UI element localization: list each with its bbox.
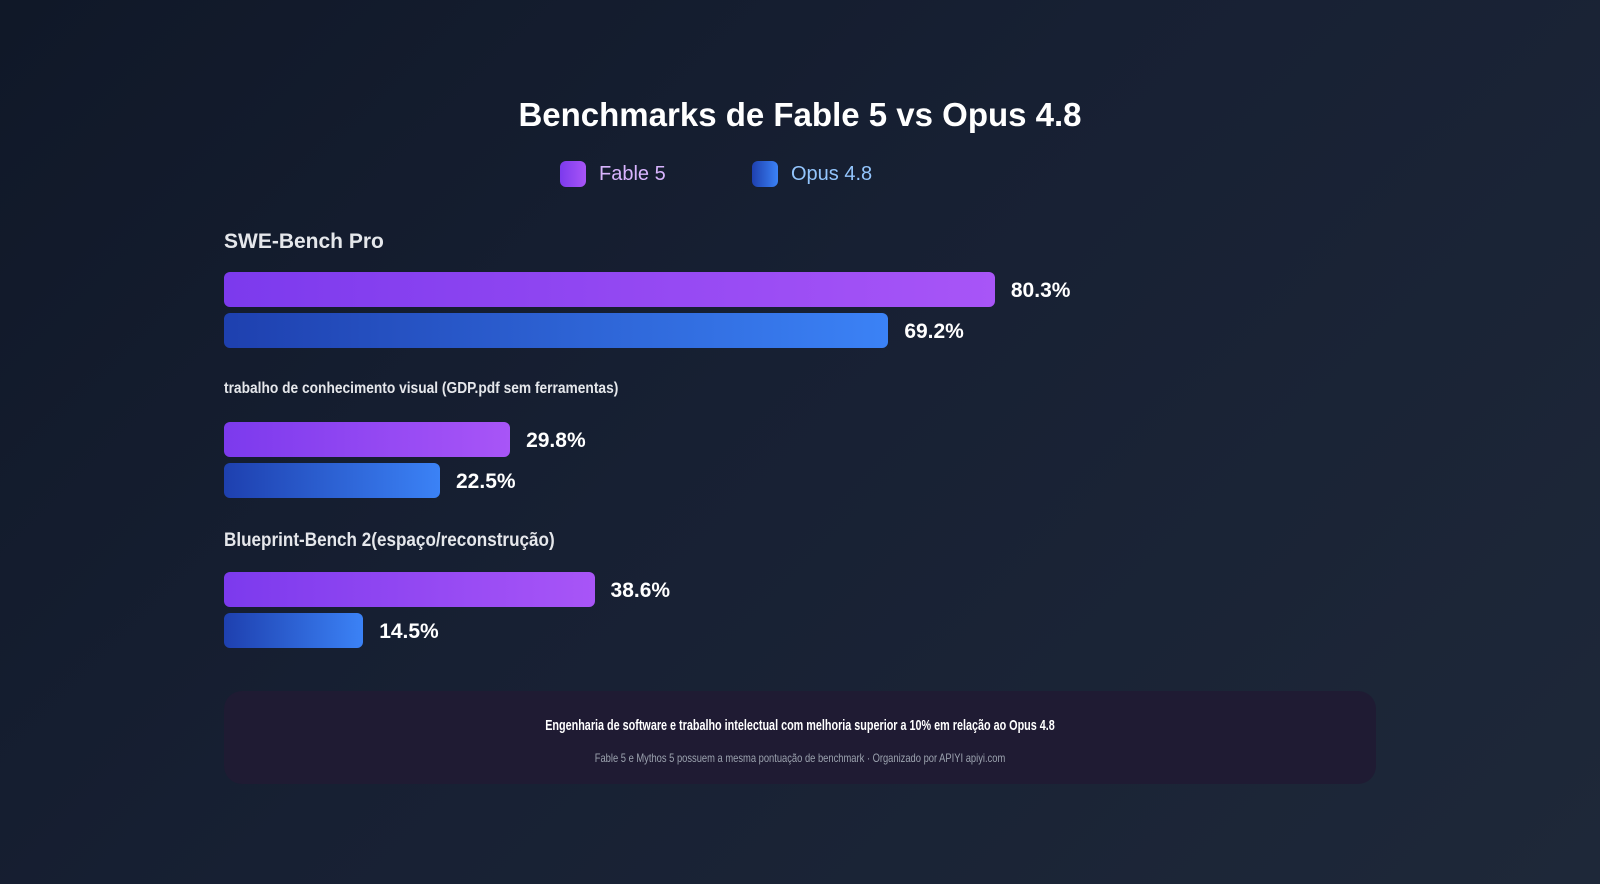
bar-fable-1 xyxy=(224,422,511,457)
bar-fable-2 xyxy=(224,572,595,607)
value-label-opus-1: 22.5% xyxy=(456,470,516,493)
category-label-0: SWE-Bench Pro xyxy=(224,230,384,253)
value-label-opus-2: 14.5% xyxy=(379,620,439,643)
category-label-2: Blueprint-Bench 2(espaço/reconstrução) xyxy=(224,530,555,551)
value-label-fable-2: 38.6% xyxy=(610,579,671,602)
value-label-fable-1: 29.8% xyxy=(526,429,586,452)
legend-item-opus: Opus 4.8 xyxy=(752,160,872,188)
footnote-main: Engenharia de software e trabalho intele… xyxy=(545,717,1055,734)
chart-title: Benchmarks de Fable 5 vs Opus 4.8 xyxy=(518,96,1082,133)
value-label-opus-0: 69.2% xyxy=(904,320,964,343)
legend-label-opus: Opus 4.8 xyxy=(791,162,873,185)
bar-opus-2 xyxy=(224,613,364,648)
legend-label-fable: Fable 5 xyxy=(599,162,666,185)
legend-swatch-opus xyxy=(752,161,778,187)
value-label-fable-0: 80.3% xyxy=(1010,279,1071,302)
footnote-sub: Fable 5 e Mythos 5 possuem a mesma pontu… xyxy=(594,751,1006,765)
bar-opus-0 xyxy=(224,313,889,348)
category-label-1: trabalho de conhecimento visual (GDP.pdf… xyxy=(224,380,619,397)
legend-swatch-fable xyxy=(560,161,586,187)
bar-opus-1 xyxy=(224,463,440,498)
footnote-box: Engenharia de software e trabalho intele… xyxy=(224,691,1376,784)
legend: Fable 5 Opus 4.8 xyxy=(0,160,1600,188)
bar-chart: SWE-Bench Pro 80.3% 69.2% trabalho de conhe… xyxy=(224,230,1374,660)
legend-item-fable: Fable 5 xyxy=(560,160,666,188)
bar-fable-0 xyxy=(224,272,995,307)
